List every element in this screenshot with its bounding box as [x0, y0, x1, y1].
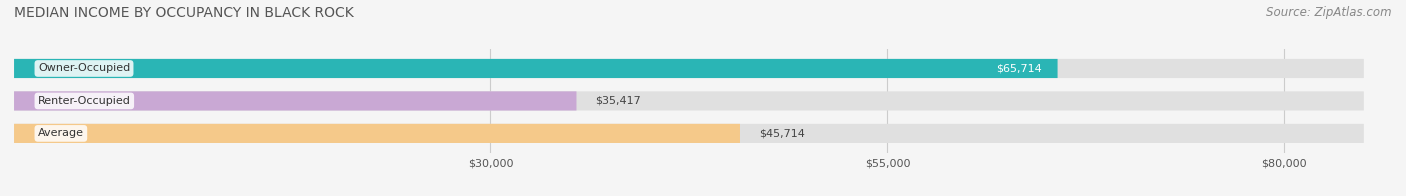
Text: $35,417: $35,417 — [596, 96, 641, 106]
Text: Source: ZipAtlas.com: Source: ZipAtlas.com — [1267, 6, 1392, 19]
Text: Owner-Occupied: Owner-Occupied — [38, 64, 131, 74]
FancyBboxPatch shape — [14, 91, 576, 111]
FancyBboxPatch shape — [14, 124, 740, 143]
FancyBboxPatch shape — [14, 91, 1364, 111]
Text: MEDIAN INCOME BY OCCUPANCY IN BLACK ROCK: MEDIAN INCOME BY OCCUPANCY IN BLACK ROCK — [14, 6, 354, 20]
Text: $65,714: $65,714 — [995, 64, 1042, 74]
Text: $45,714: $45,714 — [759, 128, 804, 138]
Text: Renter-Occupied: Renter-Occupied — [38, 96, 131, 106]
FancyBboxPatch shape — [14, 59, 1057, 78]
Text: Average: Average — [38, 128, 84, 138]
FancyBboxPatch shape — [14, 124, 1364, 143]
FancyBboxPatch shape — [14, 59, 1364, 78]
